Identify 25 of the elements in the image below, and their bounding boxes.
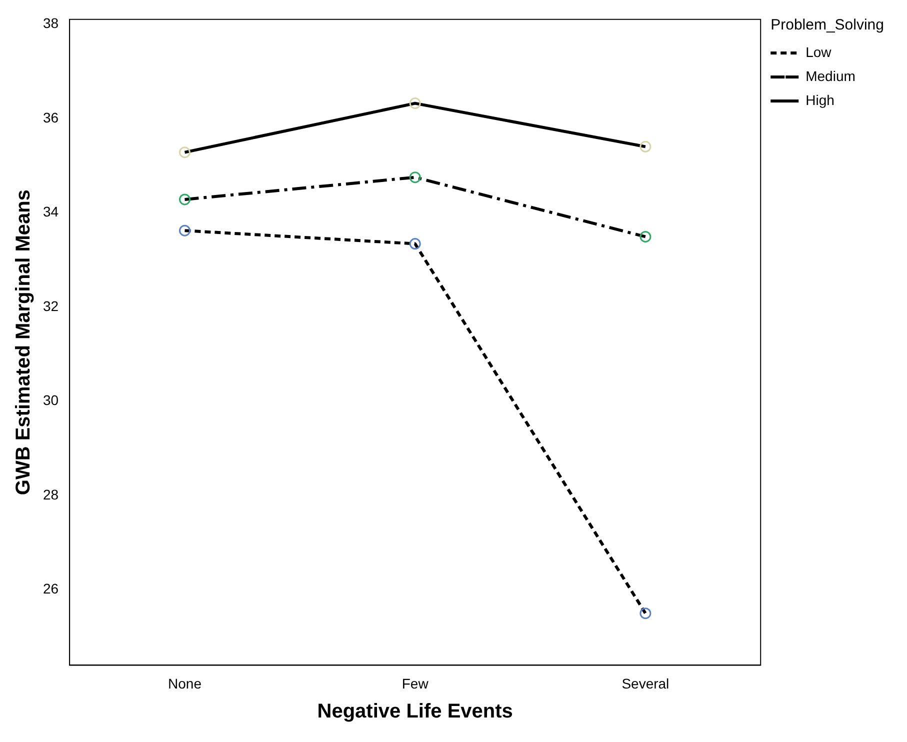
y-tick-label: 32 — [42, 298, 59, 314]
legend-label: Medium — [806, 68, 856, 84]
legend-label: Low — [806, 44, 832, 60]
x-axis-title: Negative Life Events — [317, 700, 513, 723]
point — [409, 238, 421, 250]
point — [178, 224, 190, 236]
legend-label: High — [806, 92, 834, 108]
y-tick-label: 30 — [42, 392, 59, 408]
y-axis-title: GWB Estimated Marginal Means — [12, 189, 35, 496]
point — [409, 98, 421, 110]
x-tick-label: Few — [402, 675, 430, 692]
point — [640, 140, 652, 152]
x-tick-label: Several — [622, 675, 670, 692]
y-tick-label: 38 — [42, 14, 59, 31]
x-tick-label: None — [168, 675, 202, 692]
point — [178, 146, 190, 158]
y-tick-label: 36 — [42, 109, 59, 126]
y-tick-label: 34 — [42, 204, 59, 220]
point — [178, 194, 190, 206]
point — [640, 608, 652, 620]
legend-title: Problem_Solving — [770, 16, 884, 34]
y-tick-label: 26 — [42, 580, 59, 597]
point — [409, 172, 421, 184]
point — [640, 230, 652, 242]
y-tick-label: 28 — [42, 486, 59, 502]
